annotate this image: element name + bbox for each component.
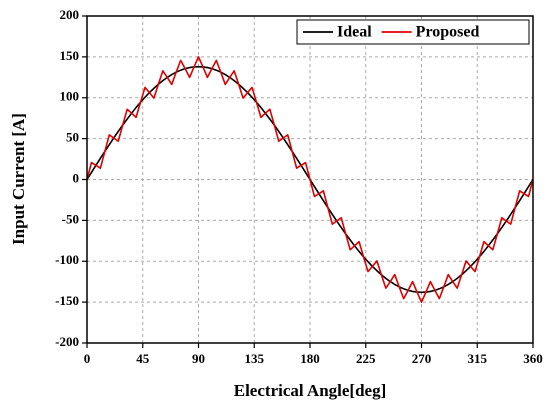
x-tick-label: 45 — [136, 351, 150, 366]
y-tick-label: -200 — [55, 334, 79, 349]
x-tick-label: 90 — [192, 351, 205, 366]
legend-label: Ideal — [337, 24, 372, 41]
legend-label: Proposed — [416, 24, 480, 41]
x-tick-label: 0 — [84, 351, 91, 366]
x-tick-label: 135 — [245, 351, 265, 366]
x-axis-label: Electrical Angle[deg] — [234, 381, 387, 400]
y-tick-label: 100 — [60, 89, 80, 104]
y-tick-label: -50 — [62, 211, 79, 226]
x-tick-label: 180 — [300, 351, 320, 366]
y-tick-label: -150 — [55, 293, 79, 308]
x-tick-label: 225 — [356, 351, 376, 366]
y-tick-label: 200 — [60, 7, 80, 22]
y-tick-label: -100 — [55, 252, 79, 267]
y-axis-label: Input Current [A] — [9, 113, 28, 245]
x-tick-label: 360 — [523, 351, 543, 366]
y-tick-label: 50 — [66, 130, 79, 145]
legend-box — [296, 19, 530, 45]
line-series — [86, 56, 534, 303]
x-tick-label: 315 — [468, 351, 488, 366]
y-tick-label: 150 — [60, 48, 80, 63]
y-tick-label: 0 — [73, 170, 80, 185]
plot-frame — [86, 15, 534, 344]
x-tick-label: 270 — [412, 351, 432, 366]
